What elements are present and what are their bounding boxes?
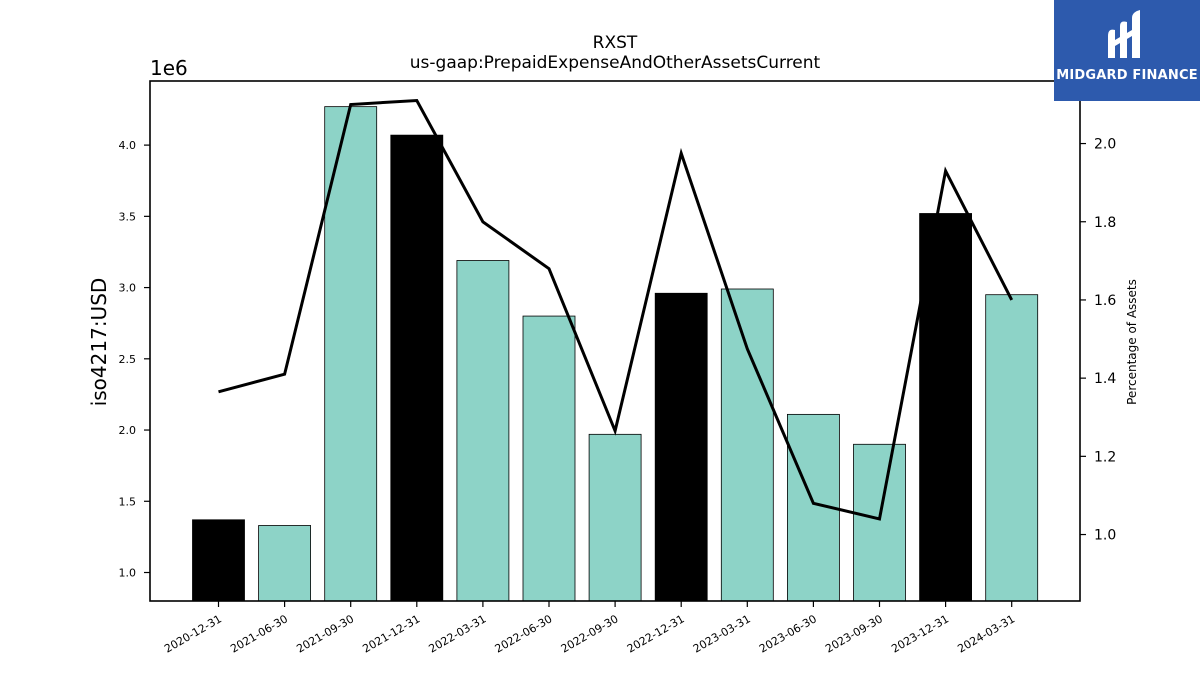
x-tick-label: 2021-12-31	[360, 612, 422, 655]
logo-mark-icon	[1108, 10, 1140, 58]
chart-title: RXST	[593, 33, 638, 53]
y-offset-label: 1e6	[150, 56, 188, 80]
y2-tick-label: 1.4	[1094, 371, 1116, 387]
x-tick-label: 2022-12-31	[625, 612, 687, 655]
y2-tick-label: 1.8	[1094, 215, 1116, 231]
x-tick-label: 2020-12-31	[162, 612, 224, 655]
bars-layer	[192, 106, 1039, 602]
chart-subtitle: us-gaap:PrepaidExpenseAndOtherAssetsCurr…	[410, 53, 821, 73]
brand-logo: MIDGARD FINANCE	[1054, 0, 1200, 101]
y-tick-label: 2.5	[119, 353, 137, 366]
line-layer	[218, 98, 1014, 521]
bar	[853, 443, 906, 602]
y-tick-label: 4.0	[119, 139, 137, 152]
bar	[985, 294, 1039, 602]
x-tick-label: 2022-06-30	[493, 612, 555, 655]
y-tick-label: 1.0	[119, 567, 137, 580]
x-tick-label: 2021-09-30	[294, 612, 356, 655]
bar	[456, 260, 510, 602]
x-tick-label: 2023-06-30	[757, 612, 819, 655]
bar	[390, 134, 444, 602]
bar	[654, 292, 708, 602]
y2-tick-label: 1.2	[1094, 449, 1116, 465]
bar	[588, 433, 642, 602]
y-tick-label: 3.5	[119, 210, 137, 223]
x-tick-label: 2024-03-31	[955, 612, 1017, 655]
x-tick-label: 2022-03-31	[427, 612, 489, 655]
y-axis-label: iso4217:USD	[87, 278, 111, 407]
bar	[522, 315, 576, 602]
y-tick-label: 1.5	[119, 495, 137, 508]
y-tick-label: 2.0	[119, 424, 137, 437]
x-tick-label: 2022-09-30	[559, 612, 621, 655]
bar	[258, 525, 312, 602]
bar	[192, 519, 245, 602]
x-tick-label: 2023-03-31	[691, 612, 753, 655]
y2-tick-label: 1.6	[1094, 293, 1116, 309]
x-tick-label: 2023-12-31	[889, 612, 951, 655]
x-tick-label: 2023-09-30	[823, 612, 885, 655]
y2-tick-label: 2.0	[1094, 137, 1116, 153]
bar	[919, 213, 972, 602]
y-tick-label: 3.0	[119, 282, 137, 295]
y2-tick-label: 1.0	[1094, 528, 1116, 544]
bar	[720, 288, 774, 602]
x-tick-label: 2021-06-30	[228, 612, 290, 655]
logo-text: MIDGARD FINANCE	[1056, 68, 1198, 83]
y2-axis-label: Percentage of Assets	[1125, 279, 1139, 405]
line-series	[218, 98, 1014, 521]
